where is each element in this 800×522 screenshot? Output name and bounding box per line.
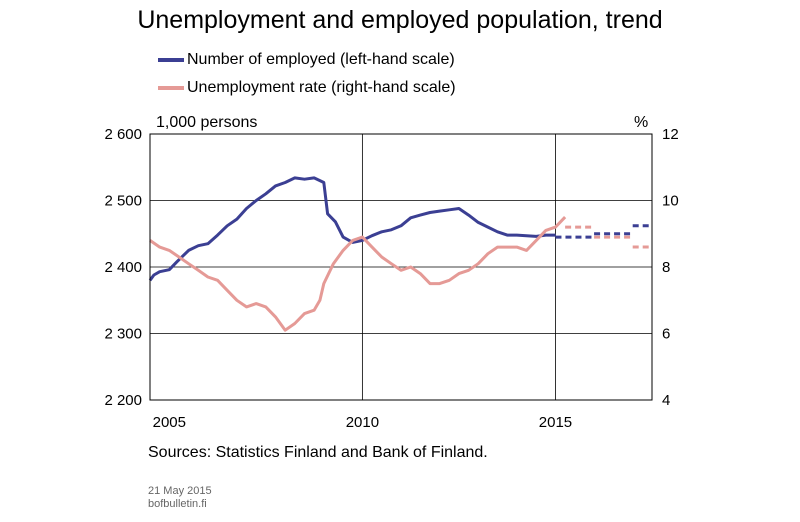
x-tick-label: 2010: [346, 414, 379, 431]
chart-grid: [150, 134, 652, 400]
left-tick-label: 2 200: [104, 392, 142, 409]
x-tick-label: 2015: [539, 414, 572, 431]
legend-swatch-employed: [158, 58, 184, 62]
series-line-1: [149, 216, 567, 332]
publication-date: 21 May 2015: [148, 485, 212, 497]
left-tick-label: 2 600: [104, 126, 142, 143]
x-tick-label: 2005: [153, 414, 186, 431]
right-tick-label: 8: [662, 259, 670, 276]
right-tick-label: 6: [662, 326, 670, 343]
chart-title: Unemployment and employed population, tr…: [137, 6, 663, 34]
right-tick-label: 12: [662, 126, 679, 143]
left-tick-label: 2 400: [104, 259, 142, 276]
site-name: bofbulletin.fi: [148, 498, 207, 510]
legend-label-employed: Number of employed (left-hand scale): [187, 51, 455, 68]
chart-lines: [148, 176, 652, 332]
sources-note: Sources: Statistics Finland and Bank of …: [148, 444, 488, 461]
chart-ticks: 2 200 2 300 2 400 2 500 2 600 4 6 8 10 12 2005 2010…: [104, 126, 678, 431]
legend-item-unemployment: Unemployment rate (right-hand scale): [158, 78, 456, 98]
left-tick-label: 2 300: [104, 326, 142, 343]
legend-label-unemployment: Unemployment rate (right-hand scale): [187, 79, 456, 96]
left-tick-label: 2 500: [104, 193, 142, 210]
right-tick-label: 10: [662, 193, 679, 210]
left-axis-unit: 1,000 persons: [156, 114, 258, 131]
plot-frame: [149, 133, 653, 401]
legend-swatch-unemployment: [158, 86, 184, 90]
series-line-0: [148, 176, 556, 282]
legend-item-employed: Number of employed (left-hand scale): [158, 50, 455, 70]
right-axis-unit: %: [634, 114, 649, 131]
right-tick-label: 4: [662, 392, 670, 409]
